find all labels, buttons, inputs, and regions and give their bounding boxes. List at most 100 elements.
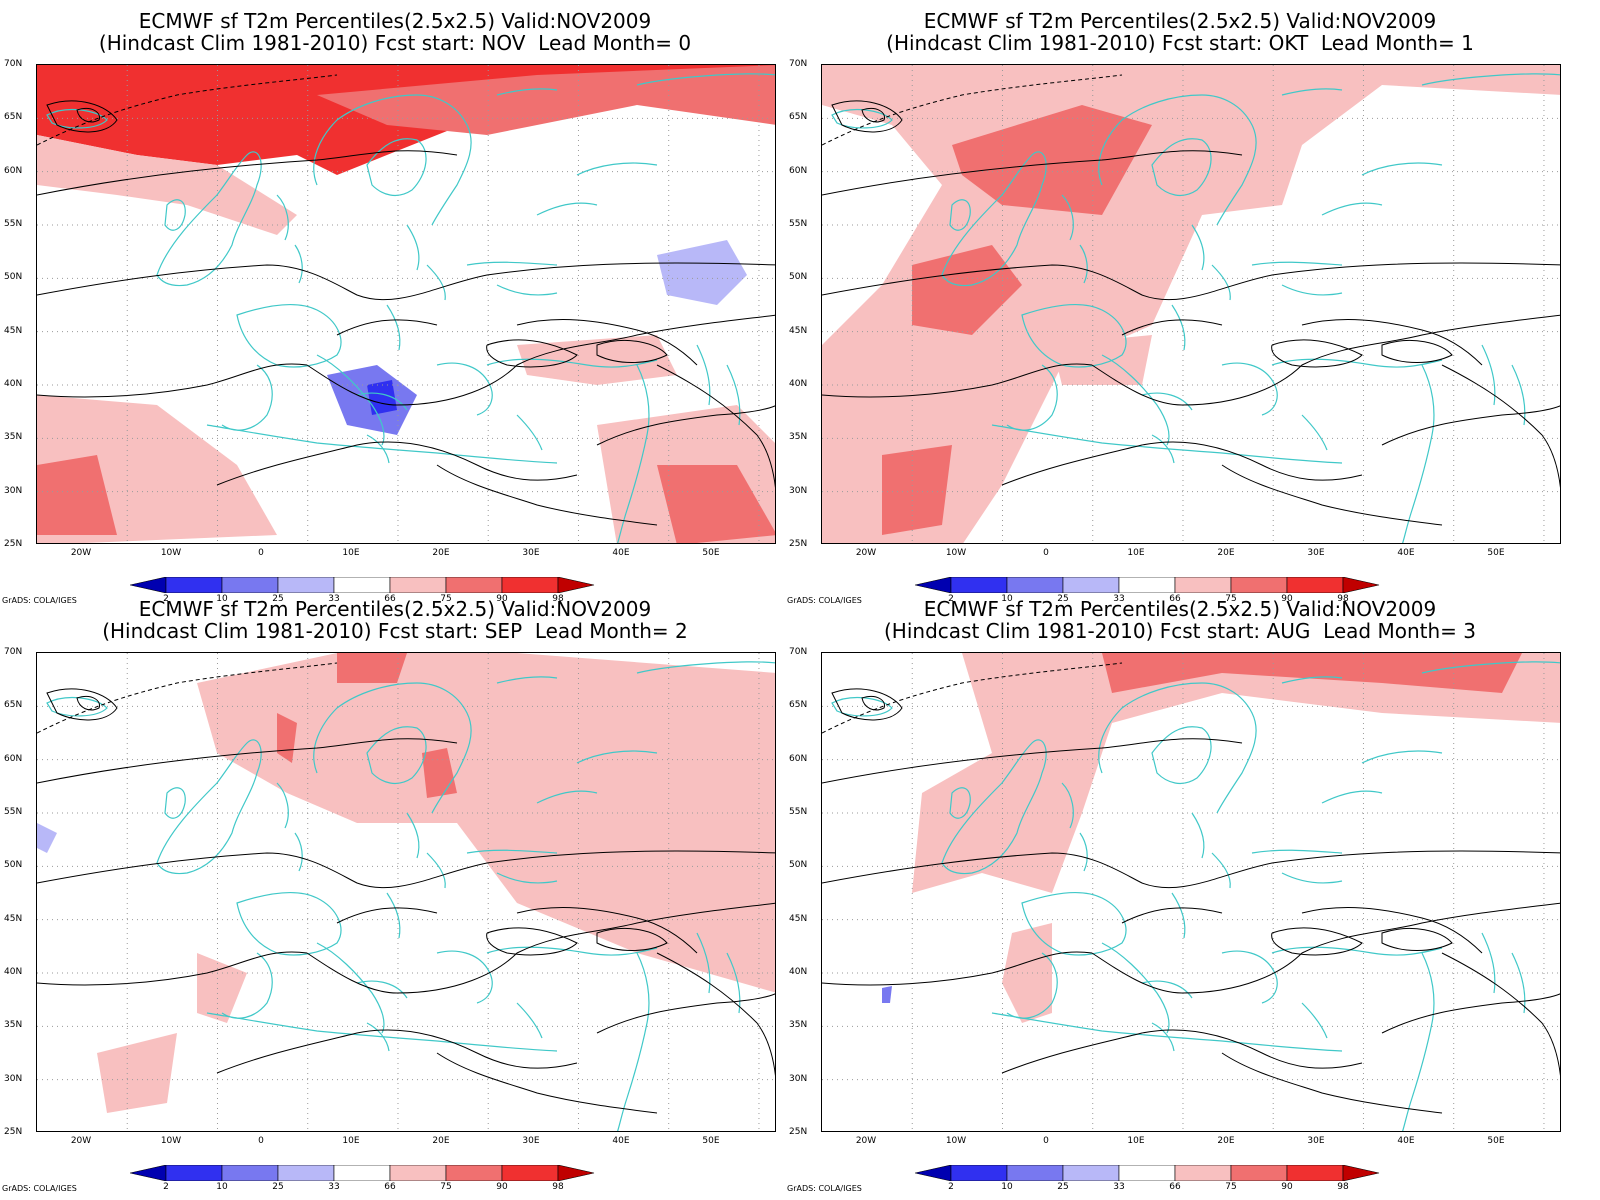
coastline [206,424,558,464]
coastline [1151,726,1212,785]
map-area [821,64,1561,544]
contour-line [336,907,438,924]
temperature-contours [822,662,1560,1114]
contour-line [596,993,775,1034]
colorbar-label: 90 [496,594,508,604]
longitude-label: 20W [70,548,92,558]
coastline [636,73,775,86]
longitude-label: 0 [258,548,264,558]
coastline [316,354,385,446]
coastline [386,304,401,351]
graticule [37,65,775,543]
colorbar-segment [1230,1165,1288,1181]
colorbar-label: 66 [384,594,396,604]
longitude-label: 10E [1127,1136,1145,1146]
coastline [1301,1002,1328,1039]
contour-line [656,952,775,1077]
grads-credit: GrADS: COLA/IGES [787,596,862,605]
coastline [1251,849,1343,884]
contour-line [37,850,775,889]
longitude-label: 40E [612,548,630,558]
coastline [1251,261,1343,296]
longitude-label: 50E [702,1136,720,1146]
contour-line [596,339,668,363]
latitude-label: 60N [4,165,23,176]
contour-line [656,364,775,489]
contour-line [76,695,101,711]
coastline [1151,434,1175,464]
map-svg [822,653,1560,1131]
contour-line [37,262,775,301]
temperature-contours [822,74,1560,526]
latitude-label: 45N [4,325,23,336]
latitude-label: 55N [789,219,808,229]
coastline [436,950,493,1004]
coastline [156,151,262,287]
colorbar-label: 90 [1281,1182,1293,1192]
colorbar [915,1165,1380,1181]
shaded-region [197,653,775,993]
contour-line [216,441,578,486]
coastline [436,362,493,416]
colorbar-segment [1006,1165,1064,1181]
coastline [221,364,273,431]
coastline [496,676,558,684]
coastline [356,980,408,999]
coastlines [831,73,1560,543]
latitude-label: 70N [789,647,808,657]
contour-line [37,951,308,986]
contour-line [1091,314,1560,406]
latitude-label: 45N [4,913,23,924]
longitude-label: 20W [855,548,877,558]
panel-title-line1: ECMWF sf T2m Percentiles(2.5x2.5) Valid:… [923,9,1437,33]
colorbar-label: 2 [163,1182,169,1192]
coastline [1191,812,1231,889]
colorbar-segment [389,1165,447,1181]
latitude-label: 40N [4,967,23,977]
contour-line [861,107,886,123]
colorbar-label: 98 [1337,1182,1349,1192]
contour-line [596,927,668,951]
longitude-label: 10W [160,1136,182,1146]
coastline [636,661,775,674]
colorbar-label: 98 [552,594,564,604]
coastline [486,946,658,956]
colorbar-label: 33 [1113,594,1125,604]
coastline [406,224,446,301]
coastline [941,151,1047,287]
coastline [313,94,472,226]
colorbar-arrow-low [915,1165,952,1181]
coastline [496,88,558,96]
coastline [1421,73,1560,86]
coastline [46,697,108,717]
latitude-label: 65N [789,112,808,123]
longitude-label: 0 [258,1136,264,1146]
colorbar-label: 25 [272,1182,284,1192]
coastline [486,358,658,368]
contour-line [596,405,775,446]
colorbar-segment [165,1165,223,1181]
percentile-shading [37,653,775,1113]
coastline [1281,676,1343,684]
latitude-label: 70N [4,647,23,657]
contour-line [37,74,338,146]
contour-line [1091,902,1560,994]
latitude-label: 25N [789,539,808,549]
contour-line [822,951,1093,986]
latitude-label: 25N [789,1127,808,1137]
coastline [356,392,408,411]
coastline [1101,354,1170,446]
contour-line [1271,339,1363,368]
colorbar-label: 98 [1337,594,1349,604]
coastline [1402,952,1435,1131]
map-area [36,652,776,1132]
shaded-region [337,653,407,683]
coastline [617,952,650,1131]
colorbar-segment [1286,1165,1344,1181]
colorbar-label: 90 [1281,594,1293,604]
coastline [1098,682,1257,814]
contour-line [486,339,578,368]
longitude-label: 30E [1307,1136,1325,1146]
contour-line [822,662,1123,734]
panel-title-line2: (Hindcast Clim 1981-2010) Fcst start: NO… [98,31,692,55]
